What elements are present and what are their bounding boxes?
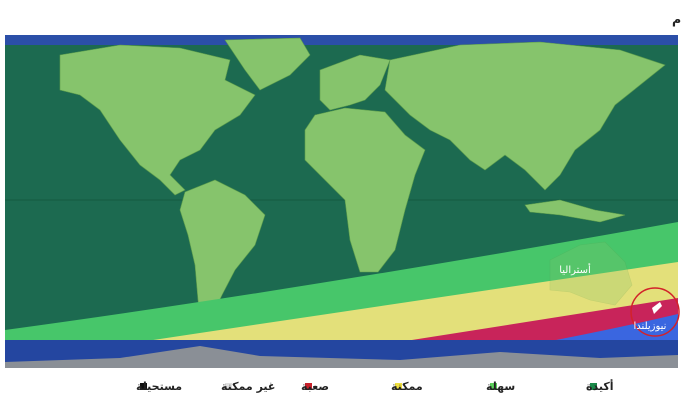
- map-label: أستراليا: [559, 263, 591, 276]
- legend-label: أكيدة: [586, 379, 614, 393]
- legend-swatch: [590, 383, 597, 390]
- indonesia: [524, 199, 626, 223]
- africa: [304, 107, 426, 273]
- legend-label: غير ممكنة: [221, 380, 275, 393]
- polar-band: [5, 35, 678, 45]
- greenland: [224, 37, 311, 91]
- legend-label: سهلة: [486, 380, 515, 393]
- map: أستراليا نيوزيلندا: [5, 35, 680, 368]
- band-impossible: [530, 314, 678, 345]
- legend-swatch: [395, 383, 402, 390]
- highlight-circle: [630, 287, 680, 337]
- legend-label: مستحيلة: [136, 380, 182, 393]
- legend-label: ممكنة: [391, 380, 423, 393]
- australia-over: [549, 241, 633, 306]
- antarctica: [5, 346, 678, 368]
- map-label: نيوزيلندا: [634, 321, 667, 332]
- legend-swatch: [305, 383, 312, 390]
- legend-swatch: [225, 383, 232, 390]
- legend: أكيدة سهلة ممكنة صعبة غير ممكنة مستحيلة: [136, 379, 614, 393]
- new-zealand: [652, 302, 662, 314]
- map-title: معيار علاوي العالمي لاحتمالية رؤية هلال …: [672, 12, 682, 28]
- europe: [319, 54, 391, 111]
- north-america: [59, 44, 256, 196]
- legend-label: صعبة: [301, 380, 329, 393]
- asia: [384, 41, 666, 191]
- legend-swatch: [490, 383, 497, 390]
- legend-swatch: [140, 383, 147, 390]
